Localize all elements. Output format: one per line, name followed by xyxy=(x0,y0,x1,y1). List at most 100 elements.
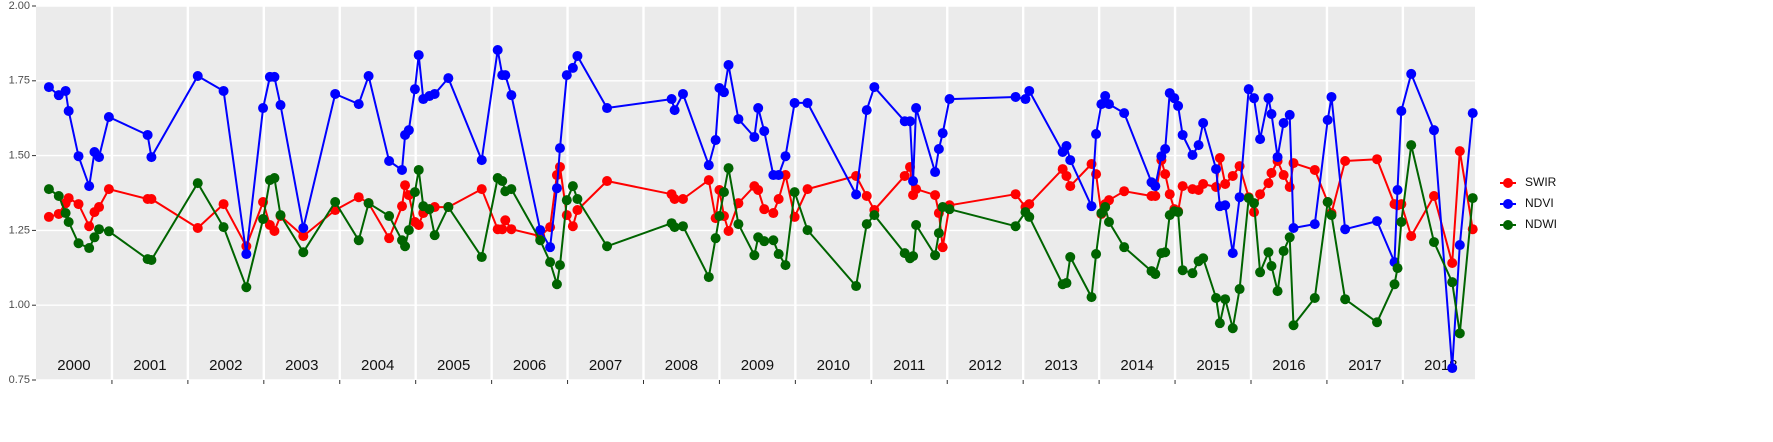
data-point xyxy=(1406,68,1417,79)
data-point xyxy=(861,190,872,201)
data-point xyxy=(677,193,688,204)
data-point xyxy=(1220,294,1231,305)
data-point xyxy=(1266,109,1277,120)
data-point xyxy=(424,204,435,215)
data-point xyxy=(1103,99,1114,110)
data-point xyxy=(269,173,280,184)
data-point xyxy=(506,224,517,235)
data-point xyxy=(1198,253,1209,264)
data-point xyxy=(353,192,364,203)
data-point xyxy=(413,164,424,175)
data-point xyxy=(1061,170,1072,181)
legend-label: NDVI xyxy=(1525,196,1554,210)
data-point xyxy=(1100,91,1111,102)
data-point xyxy=(1211,164,1222,175)
data-point xyxy=(94,224,105,235)
year-label: 2014 xyxy=(1120,357,1153,374)
data-point xyxy=(1288,158,1299,169)
data-point xyxy=(802,184,813,195)
data-point xyxy=(1263,93,1274,104)
data-point xyxy=(1372,317,1383,328)
data-point xyxy=(1255,189,1266,200)
data-point xyxy=(492,44,503,55)
data-point xyxy=(1428,237,1439,248)
year-label: 2013 xyxy=(1044,357,1077,374)
data-point xyxy=(1389,279,1400,290)
data-point xyxy=(1164,189,1175,200)
legend-label: SWIR xyxy=(1525,175,1557,189)
data-point xyxy=(930,190,941,201)
data-point xyxy=(1160,144,1171,155)
year-label: 2017 xyxy=(1348,357,1381,374)
data-point xyxy=(1406,140,1417,151)
data-point xyxy=(1227,323,1238,334)
data-point xyxy=(1326,210,1337,221)
data-point xyxy=(142,129,153,140)
data-point xyxy=(1187,268,1198,279)
data-point xyxy=(773,249,784,260)
data-point xyxy=(1177,265,1188,276)
data-point xyxy=(192,71,203,82)
data-point xyxy=(1119,186,1130,197)
data-point xyxy=(944,94,955,105)
data-point xyxy=(497,176,508,187)
data-point xyxy=(1309,293,1320,304)
data-point xyxy=(710,135,721,146)
data-point xyxy=(749,132,760,143)
data-point xyxy=(1065,155,1076,166)
data-point xyxy=(73,238,84,249)
data-point xyxy=(330,196,341,207)
data-point xyxy=(1396,106,1407,117)
data-point xyxy=(861,105,872,116)
data-point xyxy=(1284,232,1295,243)
data-point xyxy=(413,220,424,231)
year-label: 2002 xyxy=(209,357,242,374)
data-point xyxy=(500,215,511,226)
legend-marker xyxy=(1503,199,1513,209)
data-point xyxy=(1340,294,1351,305)
data-point xyxy=(602,241,613,252)
data-point xyxy=(749,250,760,261)
data-point xyxy=(905,116,916,127)
data-point xyxy=(218,199,229,210)
data-point xyxy=(384,155,395,166)
data-point xyxy=(1266,167,1277,178)
year-label: 2005 xyxy=(437,357,470,374)
data-point xyxy=(1249,93,1260,104)
data-point xyxy=(911,103,922,114)
data-point xyxy=(1150,190,1161,201)
data-point xyxy=(768,235,779,246)
data-point xyxy=(869,210,880,221)
data-point xyxy=(710,233,721,244)
data-point xyxy=(1220,179,1231,190)
data-point xyxy=(703,160,714,171)
data-point xyxy=(53,190,64,201)
data-point xyxy=(869,82,880,93)
data-point xyxy=(602,176,613,187)
data-point xyxy=(669,222,680,233)
data-point xyxy=(1249,198,1260,209)
data-point xyxy=(1198,179,1209,190)
y-tick-label: 1.75 xyxy=(9,75,30,87)
data-point xyxy=(937,242,948,253)
year-label: 2010 xyxy=(817,357,850,374)
data-point xyxy=(768,208,779,219)
data-point xyxy=(851,189,862,200)
data-point xyxy=(330,88,341,99)
data-point xyxy=(1454,146,1465,157)
data-point xyxy=(933,228,944,239)
data-point xyxy=(1278,246,1289,257)
data-point xyxy=(1340,224,1351,235)
data-point xyxy=(146,255,157,266)
data-point xyxy=(476,252,487,263)
data-point xyxy=(1061,278,1072,289)
data-point xyxy=(298,223,309,234)
data-point xyxy=(363,198,374,209)
data-point xyxy=(1428,190,1439,201)
data-point xyxy=(429,230,440,241)
data-point xyxy=(899,170,910,181)
data-point xyxy=(103,226,114,237)
data-point xyxy=(353,235,364,246)
data-point xyxy=(1392,263,1403,274)
